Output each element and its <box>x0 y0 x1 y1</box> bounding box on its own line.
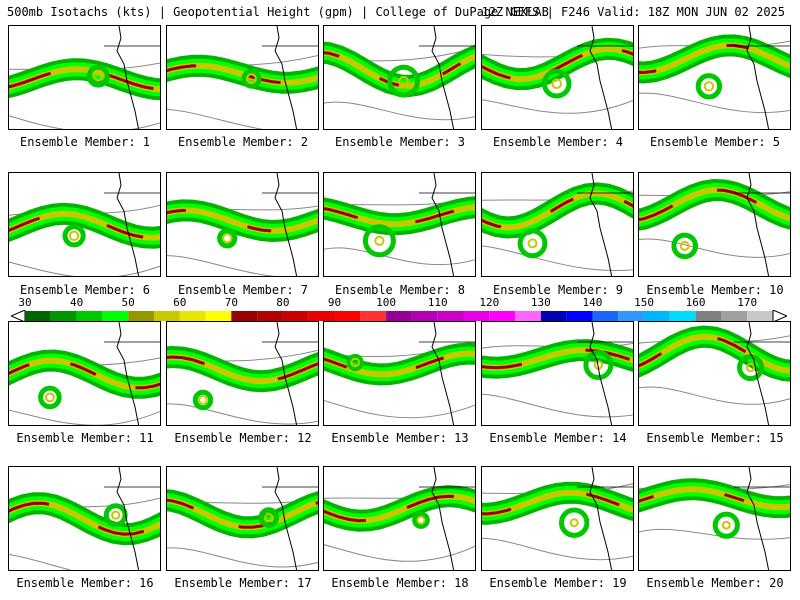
colorbar-tick-label: 130 <box>530 296 551 309</box>
ensemble-map-panel <box>166 466 319 571</box>
ensemble-member-label: Ensemble Member: 2 <box>177 135 309 149</box>
colorbar-swatch <box>618 311 645 321</box>
colorbar-tick-label: 100 <box>376 296 397 309</box>
ensemble-member-label: Ensemble Member: 16 <box>16 576 154 590</box>
colorbar-tick-label: 150 <box>634 296 654 309</box>
ensemble-member-label: Ensemble Member: 7 <box>177 283 309 297</box>
ensemble-map-panel <box>638 321 791 426</box>
colorbar-swatch <box>721 311 748 321</box>
colorbar-swatch <box>386 311 412 321</box>
ensemble-member-label: Ensemble Member: 5 <box>649 135 781 149</box>
colorbar-swatch <box>128 311 154 321</box>
ensemble-member-label: Ensemble Member: 4 <box>492 135 624 149</box>
colorbar-min-arrow <box>11 310 26 322</box>
ensemble-member-label: Ensemble Member: 9 <box>492 283 624 297</box>
ensemble-member-label: Ensemble Member: 17 <box>174 576 312 590</box>
colorbar-tick-label: 110 <box>427 296 448 309</box>
colorbar-swatch <box>334 311 361 321</box>
colorbar-tick-label: 60 <box>173 296 187 309</box>
ensemble-map-panel <box>481 25 634 130</box>
ensemble-map-panel <box>323 25 476 130</box>
colorbar-swatch <box>489 311 516 321</box>
product-title: 500mb Isotachs (kts) | Geopotential Heig… <box>7 5 549 19</box>
colorbar-tick-label: 30 <box>18 296 32 309</box>
colorbar-swatch <box>747 311 773 321</box>
colorbar-tick-label: 80 <box>276 296 290 309</box>
ensemble-map-panel <box>8 25 161 130</box>
ensemble-map-panel <box>323 321 476 426</box>
colorbar-tick-label: 140 <box>582 296 603 309</box>
colorbar-swatch <box>437 311 464 321</box>
ensemble-map-panel <box>638 466 791 571</box>
ensemble-map-panel <box>481 172 634 277</box>
colorbar-swatch <box>102 311 129 321</box>
isotach-colorbar <box>11 310 787 322</box>
run-info: 12Z GEFS | F246 Valid: 18Z MON JUN 02 20… <box>481 5 785 19</box>
ensemble-map-panel <box>638 25 791 130</box>
ensemble-member-label: Ensemble Member: 6 <box>19 283 151 297</box>
colorbar-swatch <box>515 311 541 321</box>
colorbar-swatch <box>231 311 258 321</box>
colorbar-swatch <box>463 311 490 321</box>
ensemble-map-panel <box>166 172 319 277</box>
ensemble-member-label: Ensemble Member: 14 <box>489 431 627 445</box>
colorbar-swatch <box>695 311 722 321</box>
ensemble-map-panel <box>481 466 634 571</box>
ensemble-map-panel <box>166 321 319 426</box>
colorbar-tick-label: 40 <box>69 296 84 309</box>
colorbar-swatch <box>360 311 387 321</box>
colorbar-swatch <box>76 311 103 321</box>
ensemble-member-label: Ensemble Member: 15 <box>646 431 784 445</box>
colorbar-swatch <box>25 311 51 321</box>
ensemble-member-label: Ensemble Member: 10 <box>646 283 784 297</box>
ensemble-member-label: Ensemble Member: 12 <box>174 431 312 445</box>
ensemble-member-label: Ensemble Member: 13 <box>331 431 469 445</box>
colorbar-tick-label: 90 <box>327 296 342 309</box>
colorbar-swatch <box>282 311 309 321</box>
colorbar-tick-label: 50 <box>121 296 135 309</box>
colorbar-swatch <box>50 311 77 321</box>
ensemble-map-panel <box>638 172 791 277</box>
colorbar-tick-label: 120 <box>479 296 500 309</box>
ensemble-member-label: Ensemble Member: 8 <box>334 283 466 297</box>
colorbar-tick-label: 70 <box>224 296 238 309</box>
colorbar-tick-label: 160 <box>685 296 706 309</box>
colorbar-swatch <box>644 311 670 321</box>
colorbar-swatch <box>669 311 696 321</box>
colorbar-tick-label: 170 <box>737 296 758 309</box>
ensemble-map-panel <box>323 172 476 277</box>
ensemble-map-panel <box>166 25 319 130</box>
ensemble-member-label: Ensemble Member: 18 <box>331 576 469 590</box>
ensemble-map-panel <box>8 466 161 571</box>
colorbar-swatch <box>592 311 619 321</box>
ensemble-member-label: Ensemble Member: 1 <box>19 135 151 149</box>
colorbar-swatch <box>257 311 283 321</box>
colorbar-swatch <box>411 311 438 321</box>
ensemble-member-label: Ensemble Member: 3 <box>334 135 466 149</box>
ensemble-map-panel <box>323 466 476 571</box>
ensemble-member-label: Ensemble Member: 19 <box>489 576 627 590</box>
ensemble-member-label: Ensemble Member: 11 <box>16 431 154 445</box>
colorbar-swatch <box>308 311 335 321</box>
ensemble-map-panel <box>481 321 634 426</box>
colorbar-swatch <box>205 311 232 321</box>
colorbar-swatch <box>540 311 567 321</box>
colorbar-swatch <box>153 311 180 321</box>
ensemble-map-panel <box>8 321 161 426</box>
ensemble-map-panel <box>8 172 161 277</box>
ensemble-member-label: Ensemble Member: 20 <box>646 576 784 590</box>
colorbar-swatch <box>566 311 593 321</box>
colorbar-max-arrow <box>772 310 787 322</box>
colorbar-swatch <box>179 311 206 321</box>
